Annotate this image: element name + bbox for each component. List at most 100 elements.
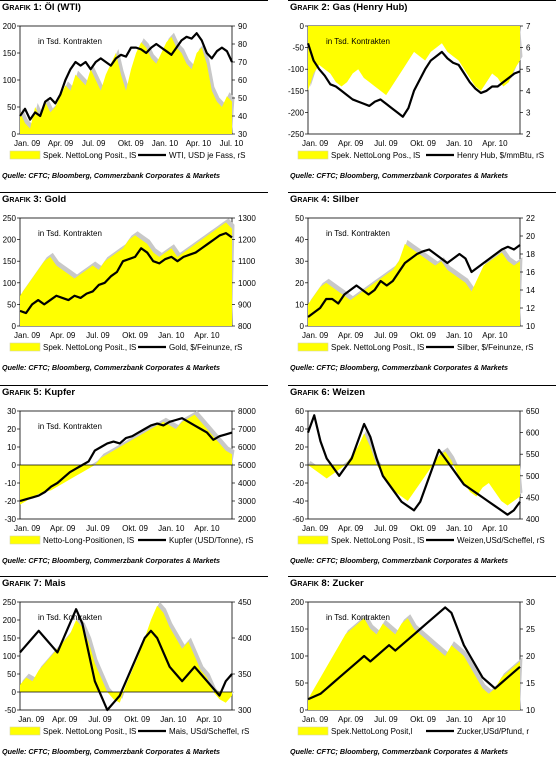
y-right-tick-label: 450 [526,493,540,502]
y-right-tick-label: 20 [526,652,535,661]
legend-area-swatch [297,535,329,545]
legend-area-swatch [297,726,329,736]
chart-title: Grafik 8: Zucker [290,578,364,589]
x-tick-label: Apr. 09 [338,331,364,340]
y-left-tick-label: 250 [3,214,17,223]
chart-number-label: Grafik 7: [2,578,45,589]
x-tick-label: Apr. 09 [48,139,74,148]
y-left-tick-label: 200 [3,236,17,245]
y-right-tick-label: 90 [238,22,247,31]
panel-top-rule [288,385,556,386]
y-left-tick-label: -150 [288,87,305,96]
chart-panel-g3: Grafik 3: Gold 0 50 100 150 200 250 800 900 1000 1… [0,192,270,378]
y-right-tick-label: 16 [526,268,535,277]
legend-line-label: Zucker,USd/Pfund, r [457,727,529,736]
y-left-tick-label: 150 [3,49,17,58]
y-left-tick-label: 40 [295,425,304,434]
chart-svg: -50 0 50 100 150 200 250 300 350 400 450 Jan. 09 Apr… [3,598,252,736]
legend-line-label: WTI, USD je Fass, rS [169,151,245,160]
y-right-tick-label: 12 [526,304,535,313]
panel-top-rule [0,385,268,386]
unit-annotation: in Tsd. Kontrakten [38,229,102,238]
legend-line-label: Silber, $/Feinunze, rS [457,343,533,352]
x-tick-label: Apr. 10 [482,524,508,533]
y-right-tick-label: 10 [526,322,535,331]
chart-number-label: Grafik 1: [2,2,45,13]
y-right-tick-label: 500 [526,472,540,481]
source-note: Quelle: CFTC; Bloomberg, Commerzbank Cor… [2,556,221,565]
x-tick-label: Jan. 10 [446,331,473,340]
y-left-tick-label: -250 [288,130,305,139]
chart-title-text: Silber [332,194,359,205]
unit-annotation: in Tsd. Kontrakten [38,422,102,431]
y-left-tick-label: -50 [292,44,304,53]
legend-area-label: Spek. NettoLong Pos., lS [331,151,420,160]
y-left-tick-label: 0 [12,688,17,697]
y-left-tick-label: 50 [7,670,16,679]
y-left-tick-label: -10 [4,479,16,488]
y-right-tick-label: 30 [238,130,247,139]
chart-title-text: Mais [44,578,66,589]
net-long-area [308,618,520,710]
chart-title: Grafik 1: Öl (WTI) [2,2,81,13]
x-tick-label: Okt. 09 [122,524,148,533]
y-right-tick-label: 400 [526,515,540,524]
x-tick-label: Apr. 10 [482,139,508,148]
x-tick-label: Jul. 09 [86,331,110,340]
x-tick-label: Jan. 09 [302,524,329,533]
y-right-tick-label: 40 [238,112,247,121]
x-tick-label: Okt. 09 [410,524,436,533]
y-left-tick-label: -50 [4,706,16,715]
y-left-tick-label: 0 [300,706,305,715]
x-tick-label: Jan. 10 [446,524,473,533]
y-left-tick-label: 50 [295,679,304,688]
chart-svg: 0 50 100 150 200 250 800 900 1000 1100 1200 1300 Jan… [3,214,257,352]
x-tick-label: Okt. 09 [410,331,436,340]
y-right-tick-label: 650 [526,407,540,416]
legend-line-label: Gold, $/Feinunze, rS [169,343,242,352]
y-left-tick-label: -60 [292,515,304,524]
price-line [19,608,233,712]
x-tick-label: Apr. 09 [338,715,364,724]
chart-title-text: Gas (Henry Hub) [332,2,408,13]
y-left-tick-label: 100 [3,76,17,85]
y-right-tick-label: 1100 [238,257,256,266]
y-left-tick-label: 30 [295,257,304,266]
chart-title: Grafik 2: Gas (Henry Hub) [290,2,407,13]
y-right-tick-label: 20 [526,232,535,241]
y-right-tick-label: 50 [238,94,247,103]
y-left-tick-label: 100 [3,279,17,288]
x-tick-label: Jan. 09 [14,331,41,340]
source-note: Quelle: CFTC; Bloomberg, Commerzbank Cor… [290,363,509,372]
chart-number-label: Grafik 2: [290,2,333,13]
x-tick-label: Okt. 09 [410,139,436,148]
chart-title-text: Kupfer [44,387,76,398]
x-tick-label: Jan. 09 [302,331,329,340]
net-long-area [308,433,520,506]
chart-panel-g2: Grafik 2: Gas (Henry Hub) -250 -200 -150 -10… [288,0,558,186]
panel-top-rule [0,576,268,577]
net-long-area [308,26,520,96]
y-left-tick-label: 30 [7,407,16,416]
y-left-tick-label: -100 [288,65,305,74]
y-right-tick-label: 2 [526,130,531,139]
x-tick-label: Apr 10 [482,715,506,724]
price-line [306,414,521,516]
legend-area-swatch [297,342,329,352]
legend-area-label: Spek. NettoLong Posit., lS [331,343,424,352]
chart-number-label: Grafik 5: [2,387,45,398]
chart-svg: -60 -40 -20 0 20 40 60 400 450 500 550 600 650 Jan. 0… [292,407,545,545]
source-note: Quelle: CFTC; Bloomberg, Commerzbank Cor… [2,747,221,756]
y-right-tick-label: 400 [238,634,252,643]
y-right-tick-label: 900 [238,300,252,309]
legend-line-label: Weizen,USd/Scheffel, rS [457,536,545,545]
source-note: Quelle: CFTC; Bloomberg, Commerzbank Cor… [2,171,221,180]
y-right-tick-label: 10 [526,706,535,715]
y-right-tick-label: 550 [526,450,540,459]
net-long-area [308,243,520,326]
legend-area-swatch [297,150,329,160]
y-left-tick-label: 60 [295,407,304,416]
y-left-tick-label: 200 [291,598,305,607]
y-left-tick-label: -20 [292,479,304,488]
price-line [307,606,521,701]
